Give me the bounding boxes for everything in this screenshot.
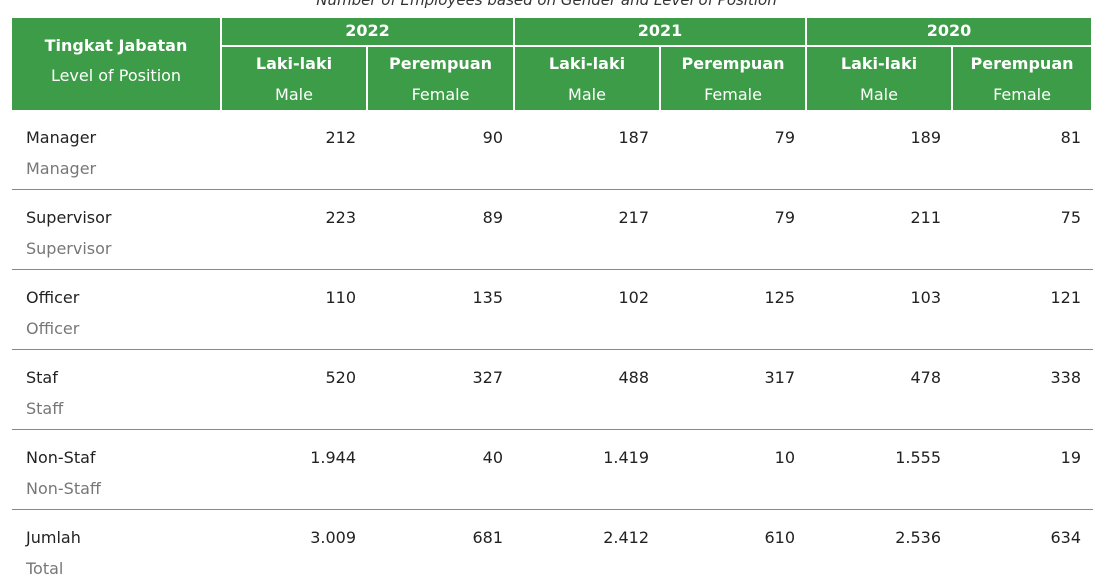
row-label-id: Non-Staf <box>26 448 96 467</box>
cell-value: 10 <box>774 448 795 467</box>
gender-cell <box>368 47 513 110</box>
year-cell <box>222 18 513 45</box>
row-divider <box>12 429 1093 430</box>
cell-value: 89 <box>482 208 503 227</box>
cell-value: 212 <box>325 128 356 147</box>
cell-value: 2.412 <box>603 528 649 547</box>
year-label: 2020 <box>926 21 972 40</box>
cell-value: 110 <box>325 288 356 307</box>
gender-en: Female <box>704 85 762 104</box>
row-divider <box>12 349 1093 350</box>
cell-value: 1.419 <box>603 448 649 467</box>
header-position-cell <box>12 18 220 110</box>
year-label: 2022 <box>345 21 390 40</box>
gender-en: Male <box>275 85 313 104</box>
gender-cell <box>515 47 659 110</box>
cell-value: 90 <box>482 128 503 147</box>
gender-id: Perempuan <box>681 54 785 73</box>
row-label-en: Manager <box>26 159 97 178</box>
cell-value: 1.944 <box>310 448 356 467</box>
cell-value: 478 <box>910 368 941 387</box>
gender-en: Male <box>860 85 898 104</box>
row-divider <box>12 269 1093 270</box>
gender-cell <box>807 47 951 110</box>
row-label-id: Jumlah <box>26 528 81 547</box>
gender-id: Laki-laki <box>548 54 626 73</box>
cell-value: 338 <box>1050 368 1081 387</box>
cell-value: 102 <box>618 288 649 307</box>
row-label-id: Staf <box>26 368 58 387</box>
cell-value: 121 <box>1050 288 1081 307</box>
cell-value: 125 <box>764 288 795 307</box>
row-label-id: Officer <box>26 288 80 307</box>
cell-value: 520 <box>325 368 356 387</box>
cell-value: 223 <box>325 208 356 227</box>
gender-id: Laki-laki <box>840 54 918 73</box>
cell-value: 81 <box>1060 128 1081 147</box>
header-position-en: Level of Position <box>50 66 182 85</box>
gender-en: Male <box>568 85 606 104</box>
row-label-en: Total <box>26 559 64 578</box>
row-label-id: Supervisor <box>26 208 112 227</box>
year-cell <box>807 18 1091 45</box>
gender-en: Female <box>993 85 1051 104</box>
cell-value: 40 <box>482 448 503 467</box>
cell-value: 681 <box>472 528 503 547</box>
cell-value: 488 <box>618 368 649 387</box>
cell-value: 634 <box>1050 528 1081 547</box>
row-divider <box>12 189 1093 190</box>
caption: Number of Employees based on Gender and … <box>316 0 777 9</box>
cell-value: 189 <box>910 128 941 147</box>
cell-value: 327 <box>472 368 503 387</box>
cell-value: 2.536 <box>895 528 941 547</box>
gender-id: Laki-laki <box>255 54 333 73</box>
gender-id: Perempuan <box>970 54 1074 73</box>
row-label-en: Officer <box>26 319 80 338</box>
row-label-en: Non-Staff <box>26 479 101 498</box>
gender-en: Female <box>411 85 470 104</box>
gender-cell <box>222 47 366 110</box>
cell-value: 1.555 <box>895 448 941 467</box>
cell-value: 103 <box>910 288 941 307</box>
cell-value: 317 <box>764 368 795 387</box>
cell-value: 79 <box>774 208 795 227</box>
cell-value: 19 <box>1060 448 1081 467</box>
row-label-en: Supervisor <box>26 239 112 258</box>
gender-cell <box>953 47 1091 110</box>
row-label-en: Staff <box>26 399 64 418</box>
cell-value: 75 <box>1060 208 1081 227</box>
header-position-id: Tingkat Jabatan <box>44 36 188 55</box>
row-label-id: Manager <box>26 128 97 147</box>
gender-cell <box>661 47 805 110</box>
cell-value: 135 <box>472 288 503 307</box>
year-label: 2021 <box>637 21 683 40</box>
cell-value: 3.009 <box>310 528 356 547</box>
cell-value: 79 <box>774 128 795 147</box>
year-cell <box>515 18 805 45</box>
cell-value: 610 <box>764 528 795 547</box>
cell-value: 211 <box>910 208 941 227</box>
cell-value: 217 <box>618 208 649 227</box>
cell-value: 187 <box>618 128 649 147</box>
row-divider <box>12 509 1093 510</box>
gender-id: Perempuan <box>388 54 493 73</box>
